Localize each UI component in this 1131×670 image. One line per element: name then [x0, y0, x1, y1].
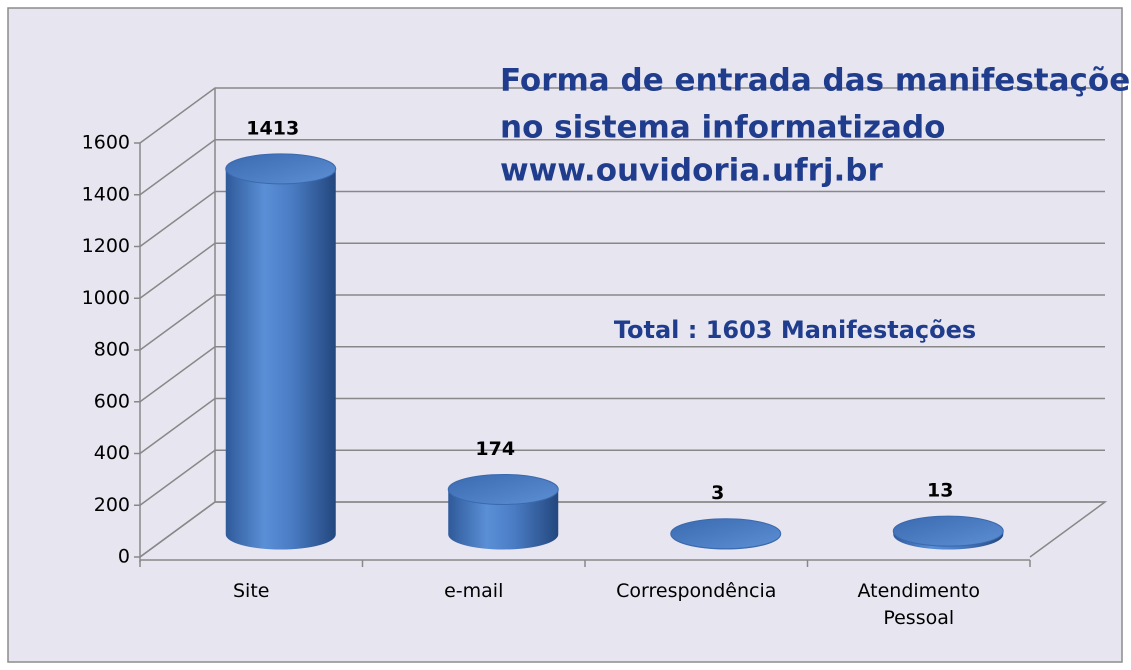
x-tick-label: Correspondência — [616, 580, 777, 602]
y-tick-label: 200 — [94, 494, 130, 516]
chart-frame — [7, 7, 1123, 663]
value-label: 1413 — [246, 117, 299, 139]
bar-top — [225, 153, 337, 185]
title-line: Forma de entrada das manifestações — [500, 63, 1131, 99]
bar — [448, 489, 559, 550]
grid-line — [139, 242, 1105, 299]
x-tick-label: e-mail — [444, 580, 504, 602]
title-line: no sistema informatizado — [500, 110, 945, 146]
y-tick-label: 400 — [94, 442, 130, 464]
y-tick-label: 1000 — [82, 287, 130, 309]
grid-line — [139, 87, 1105, 144]
value-label: 13 — [927, 480, 953, 502]
grid-line — [139, 294, 1105, 351]
x-tick-label: Atendimento Pessoal — [857, 580, 981, 629]
bar-top — [670, 518, 782, 550]
grid-line — [139, 397, 1105, 455]
value-label: 174 — [475, 438, 515, 460]
bar — [225, 168, 336, 550]
bar-top — [447, 473, 559, 505]
x-tick-label: Site — [233, 580, 270, 602]
grid-line — [139, 190, 1105, 248]
y-tick-label: 1200 — [82, 235, 130, 257]
grid-line — [139, 139, 1105, 196]
title-line: www.ouvidoria.ufrj.br — [500, 153, 883, 189]
y-tick-label: 0 — [118, 546, 130, 568]
y-tick-label: 1400 — [82, 183, 130, 205]
value-label: 3 — [711, 482, 724, 504]
y-tick-label: 1600 — [82, 132, 130, 154]
grid-line — [139, 449, 1105, 506]
y-tick-label: 600 — [94, 390, 130, 412]
annotation: Total : 1603 Manifestações — [614, 316, 976, 344]
grid-line — [139, 346, 1105, 403]
grid-line — [139, 501, 1105, 558]
bar-top — [892, 515, 1004, 547]
y-tick-label: 800 — [94, 339, 130, 361]
